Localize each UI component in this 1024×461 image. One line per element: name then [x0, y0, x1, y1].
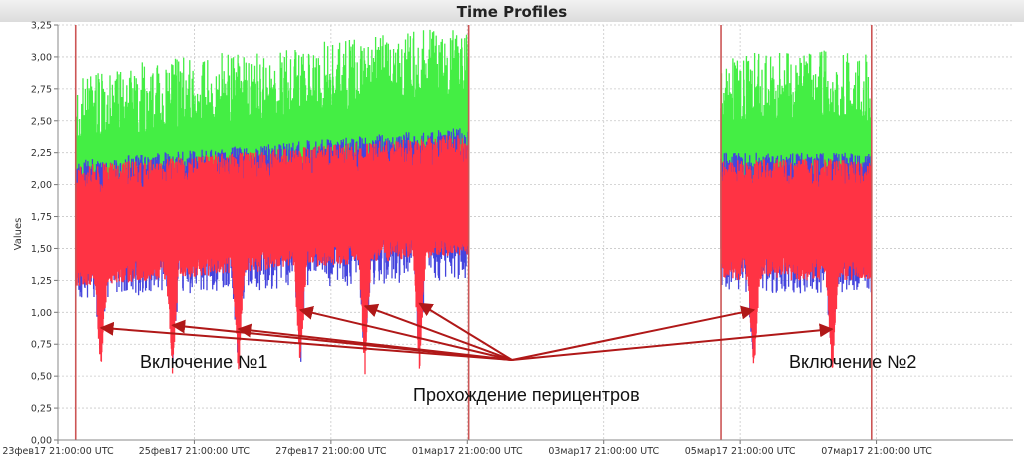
pericenter-arrow: [511, 305, 756, 361]
y-tick-label: 2,50: [31, 116, 52, 127]
pericenter-arrow: [418, 302, 513, 361]
title-bar: [0, 0, 1024, 22]
x-tick-label: 27фев17 21:00:00 UTC: [275, 446, 387, 457]
pericenter-arrow: [237, 323, 513, 361]
axes: 0,00 0,25 0,50 0,75 1,00 1,25 1,50 1,75 2,00 2,25…: [2, 21, 1013, 457]
pericenter-arrow: [298, 306, 513, 361]
x-tick-label: 01мар17 21:00:00 UTC: [412, 446, 523, 457]
pericenter-arrow: [363, 303, 513, 361]
vertical-markers: [74, 25, 873, 440]
y-tick-label: 3,25: [31, 21, 52, 32]
y-tick-label: 1,00: [31, 308, 52, 319]
pericenter-arrow: [511, 323, 834, 361]
y-tick-label: 1,50: [31, 244, 52, 255]
annotation-inclusion-2: Включение №2: [789, 352, 916, 372]
y-tick-label: 0,25: [31, 404, 52, 415]
x-tick-label: 05мар17 21:00:00 UTC: [685, 446, 796, 457]
chart-title: Time Profiles: [457, 3, 568, 21]
annotation-inclusion-1: Включение №1: [140, 352, 267, 372]
y-tick-label: 0,50: [31, 372, 52, 383]
y-tick-label: 1,75: [31, 212, 52, 223]
y-tick-label: 2,00: [31, 180, 52, 191]
y-tick-label: 0,00: [31, 436, 52, 447]
annotations: Включение №1 Включение №2 Прохождение пери…: [99, 302, 916, 405]
y-tick-label: 2,25: [31, 148, 52, 159]
y-tick-label: 0,75: [31, 340, 52, 351]
x-tick-label: 25фев17 21:00:00 UTC: [139, 446, 251, 457]
x-tick-label: 23фев17 21:00:00 UTC: [2, 446, 114, 457]
y-tick-label: 3,00: [31, 52, 52, 63]
y-tick-label: 2,75: [31, 84, 52, 95]
annotation-pericenters: Прохождение перицентров: [413, 385, 640, 405]
x-tick-label: 03мар17 21:00:00 UTC: [548, 446, 659, 457]
plot-area: [75, 29, 873, 375]
y-tick-label: 1,25: [31, 276, 52, 287]
x-tick-label: 07мар17 21:00:00 UTC: [821, 446, 932, 457]
y-axis-label: Values: [13, 218, 24, 251]
pericenter-arrow: [99, 321, 513, 361]
